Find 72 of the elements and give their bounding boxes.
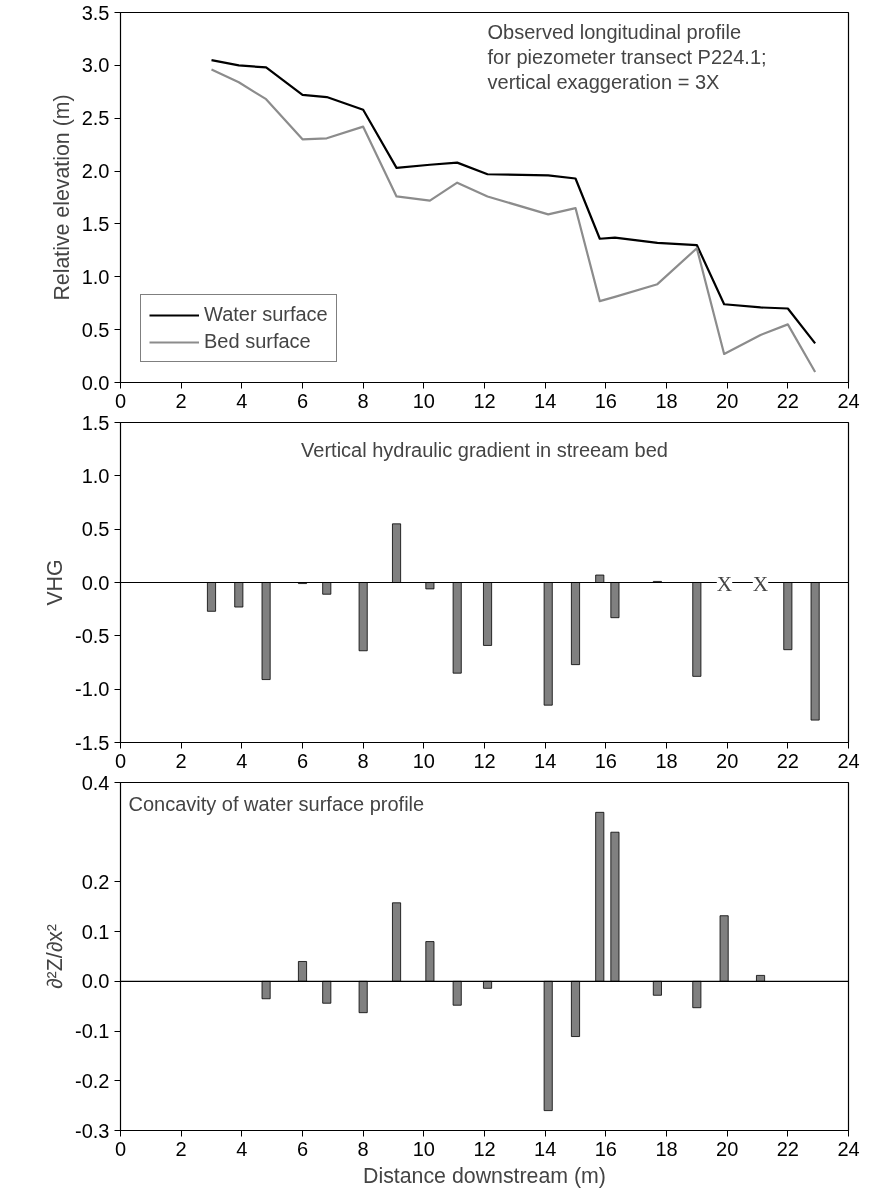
- x-tick-label: 24: [837, 389, 860, 412]
- y-tick-label: 1.0: [81, 265, 110, 288]
- x-tick-label: 2: [175, 749, 187, 772]
- y-tick-label: 2.0: [81, 160, 110, 183]
- y-tick-label: 0.0: [81, 970, 110, 993]
- y-tick-label: -0.3: [75, 1119, 110, 1142]
- annotation: X: [716, 571, 733, 596]
- y-tick-label: -0.5: [75, 624, 110, 647]
- y-tick-label: -1.5: [75, 731, 110, 754]
- y-tick-label: 3.5: [81, 1, 110, 24]
- x-tick-label: 8: [357, 1137, 369, 1160]
- y-tick-label: 3.0: [81, 54, 110, 77]
- y-axis-title: VHG: [43, 559, 68, 606]
- x-tick-label: 6: [296, 1137, 309, 1160]
- x-tick-label: 12: [473, 749, 496, 772]
- x-tick-label: 24: [837, 749, 860, 772]
- x-tick-label: 14: [534, 1137, 557, 1160]
- x-tick-label: 18: [655, 749, 678, 772]
- x-axis-title: Distance downstream (m): [363, 1163, 606, 1188]
- x-tick-label: 22: [776, 749, 799, 772]
- x-tick-label: 0: [114, 749, 127, 772]
- y-tick-label: 0.2: [81, 870, 110, 893]
- x-tick-label: 0: [114, 389, 127, 412]
- x-tick-label: 6: [296, 749, 309, 772]
- x-tick-label: 18: [655, 389, 678, 412]
- x-tick-label: 20: [716, 749, 739, 772]
- y-axis-title: ∂²Z/∂x²: [43, 924, 68, 989]
- x-tick-label: 10: [412, 749, 435, 772]
- y-tick-label: 0.0: [81, 371, 110, 394]
- legend-label: Water surface: [204, 303, 328, 326]
- x-tick-label: 4: [236, 1137, 248, 1160]
- y-tick-label: 2.5: [81, 107, 110, 130]
- y-axis-title: Relative elevation (m): [49, 94, 74, 301]
- y-tick-label: 1.0: [81, 464, 110, 487]
- x-tick-label: 12: [473, 389, 496, 412]
- x-tick-label: 14: [534, 389, 557, 412]
- legend-label: Bed surface: [204, 330, 311, 353]
- y-tick-label: 0.4: [81, 771, 110, 794]
- text: Concavity of water surface profile: [128, 792, 425, 815]
- x-tick-label: 6: [296, 389, 309, 412]
- x-tick-label: 16: [594, 749, 617, 772]
- x-tick-label: 12: [473, 1137, 496, 1160]
- y-tick-label: 1.5: [81, 212, 110, 235]
- x-tick-label: 18: [655, 1137, 678, 1160]
- x-tick-label: 16: [594, 389, 617, 412]
- x-tick-label: 24: [837, 1137, 860, 1160]
- x-tick-label: 2: [175, 389, 187, 412]
- x-tick-label: 2: [175, 1137, 187, 1160]
- x-tick-label: 4: [236, 749, 248, 772]
- x-tick-label: 8: [357, 389, 369, 412]
- x-tick-label: 0: [114, 1137, 127, 1160]
- x-tick-label: 4: [236, 389, 248, 412]
- y-tick-label: -0.1: [75, 1020, 110, 1043]
- y-tick-label: -1.0: [75, 678, 110, 701]
- x-tick-label: 14: [534, 749, 557, 772]
- x-tick-label: 22: [776, 389, 799, 412]
- x-tick-label: 16: [594, 1137, 617, 1160]
- y-tick-label: 0.5: [81, 318, 110, 341]
- x-tick-label: 20: [716, 1137, 739, 1160]
- y-tick-label: 1.5: [81, 411, 110, 434]
- x-tick-label: 8: [357, 749, 369, 772]
- annotation: X: [752, 571, 769, 596]
- text: Observed longitudinal profile for piezometer transect P224.1; vertical exaggeration = 3X: [487, 20, 767, 94]
- text: Vertical hydraulic gradient in streeam bed: [301, 438, 668, 461]
- x-tick-label: 10: [412, 1137, 435, 1160]
- y-tick-label: -0.2: [75, 1069, 110, 1092]
- x-tick-label: 20: [716, 389, 739, 412]
- x-tick-label: 22: [776, 1137, 799, 1160]
- y-tick-label: 0.5: [81, 518, 110, 541]
- x-tick-label: 10: [412, 389, 435, 412]
- y-tick-label: 0.1: [81, 920, 110, 943]
- y-tick-label: 0.0: [81, 571, 110, 594]
